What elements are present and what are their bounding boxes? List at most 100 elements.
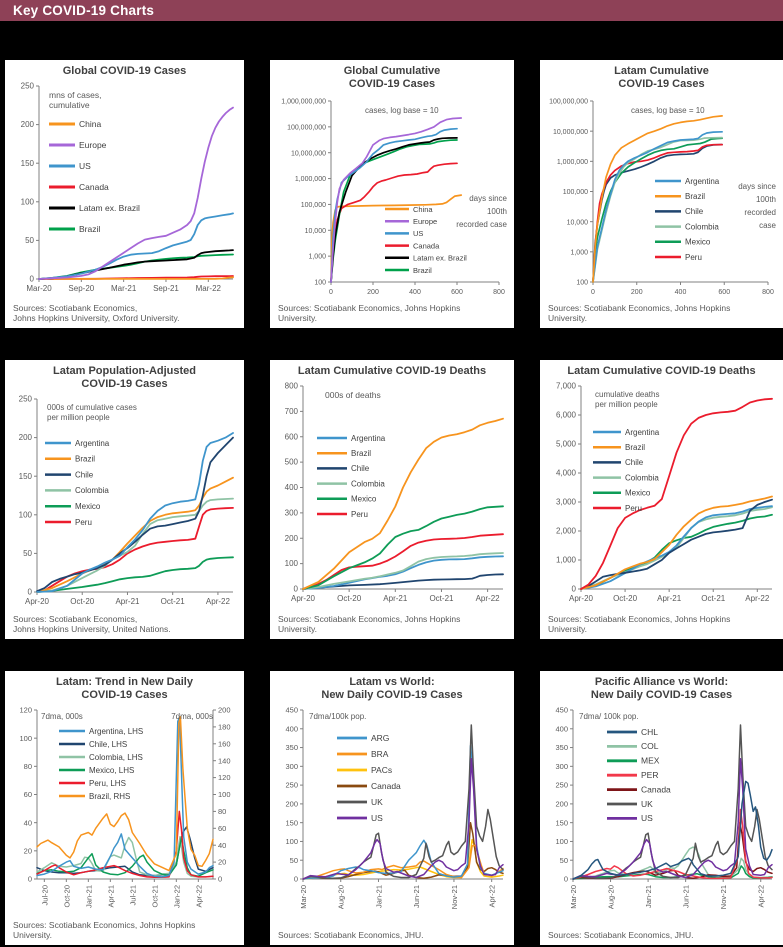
chart-annotation: cases, log base = 10 (365, 106, 439, 115)
legend-label: Europe (413, 217, 437, 226)
legend-label: Argentina (685, 177, 720, 186)
chart-title: Latam Cumulative COVID-19 Cases (614, 65, 709, 90)
series-line-china (37, 276, 234, 280)
svg-text:10,000,000: 10,000,000 (291, 150, 326, 157)
chart-svg: 0 50 100 150 200 250 300 350 400 450 Mar-20 Aug-20 J… (285, 706, 504, 909)
svg-text:0: 0 (294, 875, 298, 884)
series-line-us (302, 757, 504, 880)
chart-annotation: per million people (47, 413, 110, 422)
chart-title: Global COVID-19 Cases (62, 65, 187, 77)
series-line-chile (35, 826, 214, 877)
legend-label: Brazil (75, 455, 95, 464)
svg-text:400: 400 (285, 724, 298, 733)
chart-panel-pacific-alliance-vs-world: Pacific Alliance vs World: New Daily COV… (540, 671, 783, 945)
svg-text:10,000: 10,000 (567, 219, 589, 226)
svg-text:Apr-21: Apr-21 (106, 885, 115, 908)
series-line-us (37, 212, 234, 280)
legend-label: Peru, LHS (89, 779, 126, 788)
svg-text:100: 100 (576, 280, 588, 287)
chart-annotation: days since (469, 194, 507, 203)
series-line-bra (302, 844, 504, 880)
series-line-uk (302, 724, 504, 880)
legend-label: Peru (351, 510, 368, 519)
legend-label: Brazil (685, 192, 705, 201)
chart-svg: 0 20 40 60 80 100 120 0 20 40 60 80 100 120 140 160 180 2… (19, 706, 231, 908)
svg-text:400: 400 (285, 483, 299, 492)
svg-text:Apr-22: Apr-22 (476, 594, 501, 603)
chart-annotation: per million people (595, 400, 658, 409)
chart-panel-latam-deaths: Latam Cumulative COVID-19 Deaths 0 100 200… (270, 360, 514, 639)
chart-sources: Sources: Scotiabank Economics, Johns Hop… (13, 919, 196, 941)
chart-annotation: 000s of cumulative cases (47, 403, 137, 412)
chart-title: Latam Cumulative COVID-19 Deaths (297, 365, 487, 377)
series-line-per (572, 808, 773, 880)
svg-text:0: 0 (591, 289, 595, 296)
svg-text:Nov-21: Nov-21 (450, 885, 459, 909)
svg-text:100: 100 (19, 734, 32, 743)
svg-text:1,000: 1,000 (570, 249, 588, 256)
legend-label: Canada (79, 182, 109, 192)
svg-text:Apr-22: Apr-22 (757, 885, 766, 908)
svg-text:300: 300 (555, 762, 568, 771)
chart-canvas: 0 50 100 150 200 250 Apr-20 Oct-20 Apr-21 Oct-21 A… (8, 393, 241, 608)
legend-label: Mexico (75, 502, 101, 511)
chart-sources: Sources: Scotiabank Economics, Johns Hop… (13, 613, 171, 635)
legend-label: Colombia (351, 479, 385, 488)
legend-label: Brazil, RHS (89, 792, 130, 801)
legend-label: MEX (641, 756, 660, 766)
svg-text:160: 160 (218, 739, 231, 748)
svg-text:200: 200 (367, 289, 379, 296)
chart-sources: Sources: Scotiabank Economics, Johns Hop… (278, 613, 461, 635)
legend-label: Argentina (625, 428, 660, 437)
svg-text:Oct-20: Oct-20 (613, 594, 638, 603)
legend-label: Latam ex. Brazil (79, 203, 140, 213)
svg-text:100,000,000: 100,000,000 (549, 99, 588, 106)
svg-text:350: 350 (555, 743, 568, 752)
legend-label: Chile (685, 207, 704, 216)
legend-label: Argentina (75, 439, 110, 448)
svg-text:200: 200 (285, 799, 298, 808)
chart-annotation: 100th (487, 207, 507, 216)
svg-text:1,000,000: 1,000,000 (557, 159, 588, 166)
chart-annotation: cumulative (49, 100, 90, 110)
svg-text:50: 50 (290, 856, 298, 865)
svg-text:Aug-20: Aug-20 (607, 885, 616, 909)
svg-text:120: 120 (218, 773, 231, 782)
svg-text:150: 150 (18, 472, 32, 481)
legend-label: Chile (75, 470, 94, 479)
legend-label: Peru (625, 504, 642, 513)
legend-label: COL (641, 741, 659, 751)
svg-text:Apr-22: Apr-22 (205, 597, 230, 606)
svg-text:450: 450 (285, 706, 298, 715)
svg-text:100: 100 (555, 837, 568, 846)
legend-label: CHL (641, 727, 658, 737)
svg-text:400: 400 (675, 289, 687, 296)
svg-text:0: 0 (329, 289, 333, 296)
svg-text:150: 150 (555, 818, 568, 827)
svg-text:100: 100 (285, 559, 299, 568)
legend-label: Peru (685, 253, 702, 262)
svg-text:4,000: 4,000 (556, 469, 577, 478)
svg-text:800: 800 (285, 382, 299, 391)
svg-text:120: 120 (19, 706, 32, 715)
chart-svg: 0 50 100 150 200 250 300 350 400 450 Mar-20 Aug-20 J… (555, 706, 773, 909)
svg-text:Jan-21: Jan-21 (644, 885, 653, 908)
svg-text:100,000,000: 100,000,000 (287, 124, 326, 131)
svg-text:Oct-21: Oct-21 (150, 885, 159, 908)
svg-text:250: 250 (20, 82, 34, 91)
svg-text:5,000: 5,000 (556, 440, 577, 449)
series-line-brazil (330, 139, 458, 283)
chart-canvas: 0 50 100 150 200 250 300 350 400 450 Mar-20 Aug-20 J… (543, 704, 780, 909)
svg-text:Oct-21: Oct-21 (160, 597, 185, 606)
series-line-argentina (580, 505, 773, 590)
svg-text:Apr-22: Apr-22 (488, 885, 497, 908)
chart-title: Latam Population-Adjusted COVID-19 Cases (53, 365, 196, 390)
legend-label: Mexico (685, 238, 711, 247)
svg-text:300: 300 (285, 508, 299, 517)
legend-label: Peru (75, 518, 92, 527)
chart-annotation: 7dma/100k pop. (309, 712, 366, 721)
svg-text:7,000: 7,000 (556, 382, 577, 391)
svg-text:Oct-20: Oct-20 (70, 597, 95, 606)
svg-text:Apr-22: Apr-22 (194, 885, 203, 908)
svg-text:40: 40 (218, 841, 226, 850)
